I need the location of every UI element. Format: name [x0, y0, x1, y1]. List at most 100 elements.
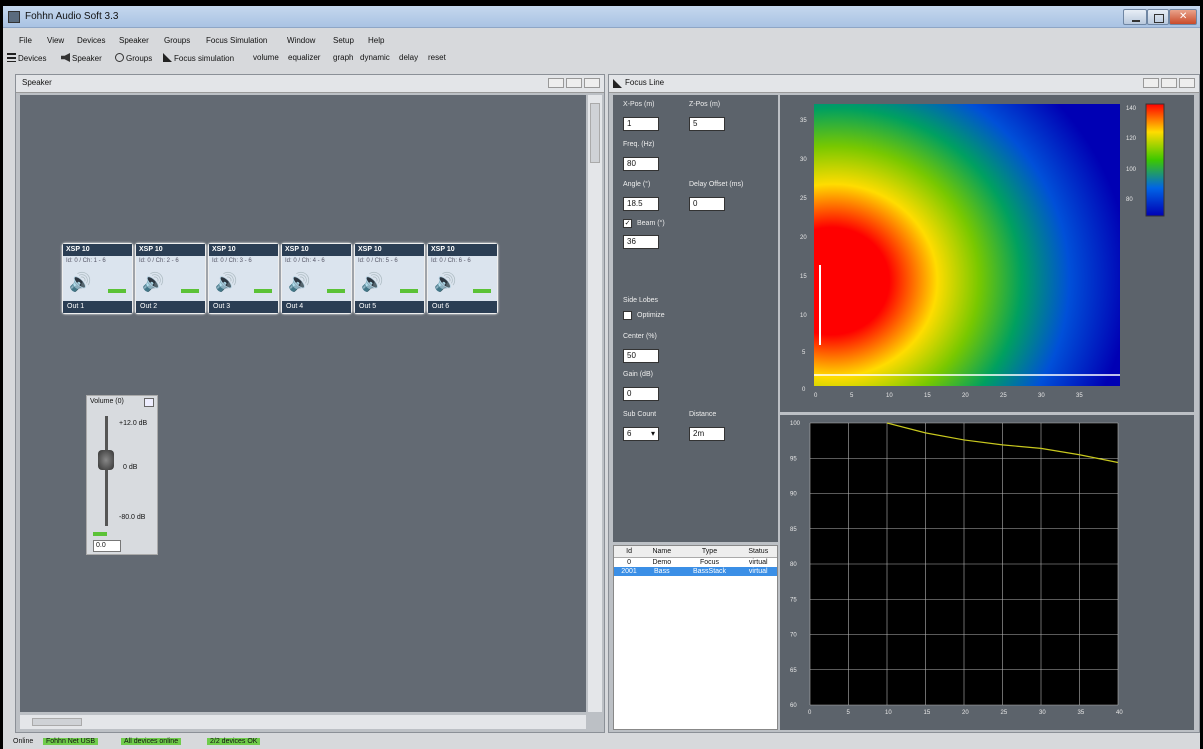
- level-meter: [473, 289, 491, 293]
- status-state: Online: [13, 738, 34, 745]
- device-table: Id Name Type Status 0 Demo Focus virtual…: [613, 545, 778, 730]
- speaker-card-info: Id: 0 / Ch: 2 - 6: [139, 258, 179, 264]
- speaker-card-title: XSP 10: [63, 244, 132, 256]
- heatmap-field: [814, 104, 1120, 386]
- table-header-status[interactable]: Status: [739, 546, 777, 558]
- xpos-input[interactable]: 1: [623, 117, 659, 131]
- heatmap-y-tick: 20: [800, 235, 807, 241]
- toolbar-focus-button[interactable]: Focus simulation: [163, 53, 234, 63]
- volume-slider-knob[interactable]: [98, 450, 114, 470]
- speaker-card-4[interactable]: XSP 10 Id: 0 / Ch: 4 - 6 🔊 Out 4: [281, 243, 352, 314]
- toolbar-reset[interactable]: reset: [428, 53, 446, 62]
- toolbar-equalizer[interactable]: equalizer: [288, 53, 321, 62]
- panel-maximize-button[interactable]: [566, 78, 582, 88]
- distance-input[interactable]: 2m: [689, 427, 725, 441]
- menu-devices[interactable]: Devices: [77, 36, 106, 45]
- status-port: Fohhn Net USB: [43, 738, 99, 745]
- angle-label: Angle (°): [623, 181, 651, 188]
- scroll-thumb[interactable]: [590, 103, 600, 163]
- heatmap-x-tick: 20: [962, 393, 969, 399]
- speaker-card-info: Id: 0 / Ch: 4 - 6: [285, 258, 325, 264]
- maximize-button[interactable]: [1147, 9, 1169, 25]
- minimize-button[interactable]: [1123, 9, 1147, 25]
- menu-window[interactable]: Window: [287, 36, 316, 45]
- panel-close-button[interactable]: [584, 78, 600, 88]
- heatmap-x-tick: 5: [850, 393, 854, 399]
- horizontal-scrollbar[interactable]: [20, 715, 586, 729]
- volume-value-input[interactable]: 0.0: [93, 540, 121, 552]
- gain-input[interactable]: 0: [623, 387, 659, 401]
- toolbar-dynamic[interactable]: dynamic: [360, 53, 390, 62]
- menu-speaker[interactable]: Speaker: [119, 36, 149, 45]
- vertical-scrollbar[interactable]: [588, 95, 602, 712]
- speaker-card-6[interactable]: XSP 10 Id: 0 / Ch: 6 - 6 🔊 Out 6: [427, 243, 498, 314]
- table-header-id[interactable]: Id: [614, 546, 645, 558]
- speaker-panel: Speaker XSP 10 Id: 0 / Ch: 1 - 6 🔊 Out 1…: [15, 74, 605, 733]
- speaker-card-out: Out 1: [63, 301, 132, 313]
- panel-maximize-button[interactable]: [1161, 78, 1177, 88]
- table-header-name[interactable]: Name: [644, 546, 680, 558]
- panel-close-button[interactable]: [1179, 78, 1195, 88]
- heatmap-svg: 0 5 10 15 20 25 30 35 0 5 10 15 20 25 30…: [800, 103, 1165, 399]
- heatmap-y-tick: 5: [802, 350, 806, 356]
- delay-offset-input[interactable]: 0: [689, 197, 725, 211]
- speaker-card-out: Out 4: [282, 301, 351, 313]
- speaker-card-3[interactable]: XSP 10 Id: 0 / Ch: 3 - 6 🔊 Out 3: [208, 243, 279, 314]
- spl-line-chart: 100 95 90 85 80 75 70 65 60 0 5 10 15 20 25 30 35 40: [780, 415, 1194, 730]
- toolbar-speaker-button[interactable]: Speaker: [61, 53, 102, 63]
- menu-file[interactable]: File: [19, 36, 32, 45]
- x-tick-label: 10: [885, 710, 892, 716]
- side-lobes-label: Side Lobes: [623, 297, 659, 304]
- sub-count-select[interactable]: 6 ▾: [623, 427, 659, 441]
- spl-series-line: [886, 422, 1119, 464]
- zpos-label: Z-Pos (m): [689, 101, 721, 108]
- table-header-type[interactable]: Type: [679, 546, 740, 558]
- optimize-checkbox[interactable]: [623, 311, 632, 320]
- menu-bar: File View Devices Speaker Groups Focus S…: [3, 34, 1200, 48]
- table-row[interactable]: 0 Demo Focus virtual: [614, 558, 777, 568]
- y-tick-label: 80: [790, 562, 797, 568]
- heatmap-x-tick: 0: [814, 393, 818, 399]
- optimize-label: Optimize: [637, 312, 665, 319]
- toolbar-devices-button[interactable]: Devices: [7, 53, 46, 63]
- speaker-card-2[interactable]: XSP 10 Id: 0 / Ch: 2 - 6 🔊 Out 2: [135, 243, 206, 314]
- menu-setup[interactable]: Setup: [333, 36, 354, 45]
- toolbar-volume[interactable]: volume: [253, 53, 279, 62]
- heatmap-x-tick: 15: [924, 393, 931, 399]
- toolbar-graph[interactable]: graph: [333, 53, 354, 62]
- table-row-selected[interactable]: 2001 Bass BassStack virtual: [614, 567, 777, 576]
- status-devices: All devices online: [121, 738, 182, 745]
- center-input[interactable]: 50: [623, 349, 659, 363]
- speaker-card-out: Out 5: [355, 301, 424, 313]
- freq-input[interactable]: 80: [623, 157, 659, 171]
- toolbar-delay[interactable]: delay: [399, 53, 419, 62]
- volume-close-button[interactable]: [144, 398, 154, 407]
- speaker-card-1[interactable]: XSP 10 Id: 0 / Ch: 1 - 6 🔊 Out 1: [62, 243, 133, 314]
- focus-controls: X-Pos (m) 1 Z-Pos (m) 5 Freq. (Hz) 80 An…: [613, 95, 778, 542]
- cell-type: BassStack: [679, 567, 740, 576]
- beam-input[interactable]: 36: [623, 235, 659, 249]
- focus-icon: [163, 53, 172, 62]
- scroll-thumb[interactable]: [32, 718, 82, 726]
- speaker-card-5[interactable]: XSP 10 Id: 0 / Ch: 5 - 6 🔊 Out 5: [354, 243, 425, 314]
- menu-view[interactable]: View: [47, 36, 65, 45]
- speaker-card-out: Out 2: [136, 301, 205, 313]
- volume-mid-label: 0 dB: [123, 464, 138, 471]
- panel-minimize-button[interactable]: [1143, 78, 1159, 88]
- distance-label: Distance: [689, 411, 717, 418]
- heatmap-y-tick: 25: [800, 196, 807, 202]
- level-meter: [400, 289, 418, 293]
- menu-help[interactable]: Help: [368, 36, 385, 45]
- zpos-input[interactable]: 5: [689, 117, 725, 131]
- angle-input[interactable]: 18.5: [623, 197, 659, 211]
- menu-focus-simulation[interactable]: Focus Simulation: [206, 36, 268, 45]
- toolbar-groups-button[interactable]: Groups: [115, 53, 152, 63]
- close-button[interactable]: [1169, 9, 1197, 25]
- volume-title: Volume (0): [90, 398, 124, 405]
- menu-groups[interactable]: Groups: [164, 36, 191, 45]
- colorbar-tick: 140: [1126, 106, 1137, 112]
- volume-slider-track[interactable]: [105, 416, 108, 526]
- panel-minimize-button[interactable]: [548, 78, 564, 88]
- beam-checkbox[interactable]: ✓: [623, 219, 632, 228]
- toolbar-focus-label: Focus simulation: [174, 54, 235, 63]
